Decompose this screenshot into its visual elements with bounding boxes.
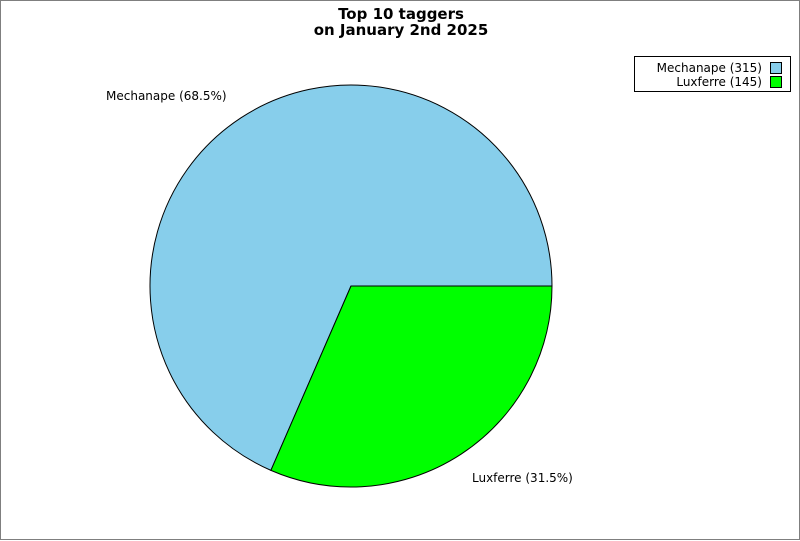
legend-swatch-luxferre bbox=[770, 76, 782, 88]
chart-legend: Mechanape (315) Luxferre (145) bbox=[634, 56, 791, 92]
chart-title-line-2: on January 2nd 2025 bbox=[313, 21, 489, 39]
legend-label-luxferre: Luxferre (145) bbox=[676, 74, 762, 89]
legend-swatch-mechanape bbox=[770, 62, 782, 74]
slice-label-mechanape: Mechanape (68.5%) bbox=[106, 89, 227, 103]
legend-item-mechanape: Mechanape (315) bbox=[657, 61, 782, 75]
pie-slice-mechanape bbox=[149, 84, 553, 472]
chart-title-line-1: Top 10 taggers bbox=[338, 5, 464, 23]
slice-label-luxferre: Luxferre (31.5%) bbox=[472, 471, 573, 485]
legend-item-luxferre: Luxferre (145) bbox=[676, 75, 782, 89]
chart-title: Top 10 taggers on January 2nd 2025 bbox=[1, 6, 800, 38]
pie-slice-luxferre bbox=[270, 285, 553, 488]
legend-label-mechanape: Mechanape (315) bbox=[656, 60, 762, 75]
